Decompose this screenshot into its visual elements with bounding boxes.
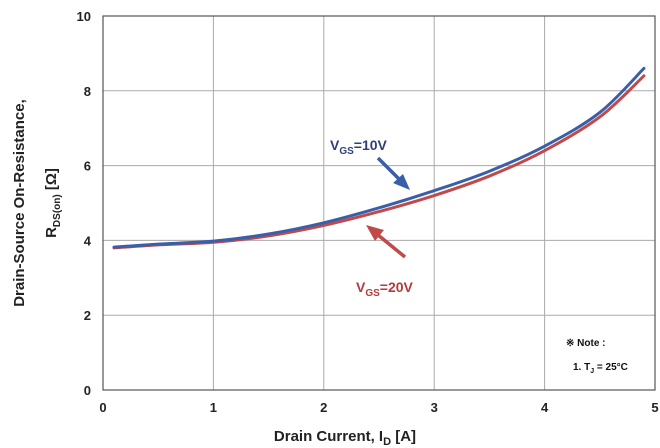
series-label-vgs-20v: VGS=20V bbox=[356, 279, 414, 299]
arrow-vgs-10v bbox=[376, 156, 410, 190]
y-tick-label: 2 bbox=[84, 308, 91, 323]
y-tick-label: 10 bbox=[77, 9, 91, 24]
x-tick-label: 0 bbox=[99, 400, 106, 415]
y-tick-label: 4 bbox=[84, 233, 92, 248]
y-tick-label: 6 bbox=[84, 159, 91, 174]
x-tick-label: 4 bbox=[541, 400, 549, 415]
series-line-vgs-10v bbox=[112, 66, 646, 249]
x-tick-label: 1 bbox=[210, 400, 217, 415]
series-label-vgs-10v: VGS=10V bbox=[330, 137, 388, 157]
x-axis-title: Drain Current, ID [A] bbox=[274, 428, 416, 448]
series-lines bbox=[112, 66, 646, 250]
y-axis-title-line1: Drain-Source On-Resistance, bbox=[11, 99, 28, 307]
grid bbox=[103, 16, 655, 390]
plot-frame bbox=[102, 15, 656, 391]
note-title: ※ Note : bbox=[566, 338, 606, 349]
note-line: 1. TJ = 25°C bbox=[573, 362, 628, 375]
arrow-vgs-20v bbox=[366, 225, 407, 259]
y-tick-label: 0 bbox=[84, 383, 91, 398]
y-axis-ticks: 0 2 4 6 8 10 bbox=[77, 9, 92, 398]
y-axis-title: Drain-Source On-Resistance, RDS(on) [Ω] bbox=[11, 99, 63, 307]
x-axis-ticks: 0 1 2 3 4 5 bbox=[99, 400, 658, 415]
y-axis-title-line2: RDS(on) [Ω] bbox=[43, 168, 63, 238]
x-tick-label: 5 bbox=[651, 400, 658, 415]
x-tick-label: 3 bbox=[431, 400, 438, 415]
y-tick-label: 8 bbox=[84, 84, 91, 99]
x-tick-label: 2 bbox=[320, 400, 327, 415]
